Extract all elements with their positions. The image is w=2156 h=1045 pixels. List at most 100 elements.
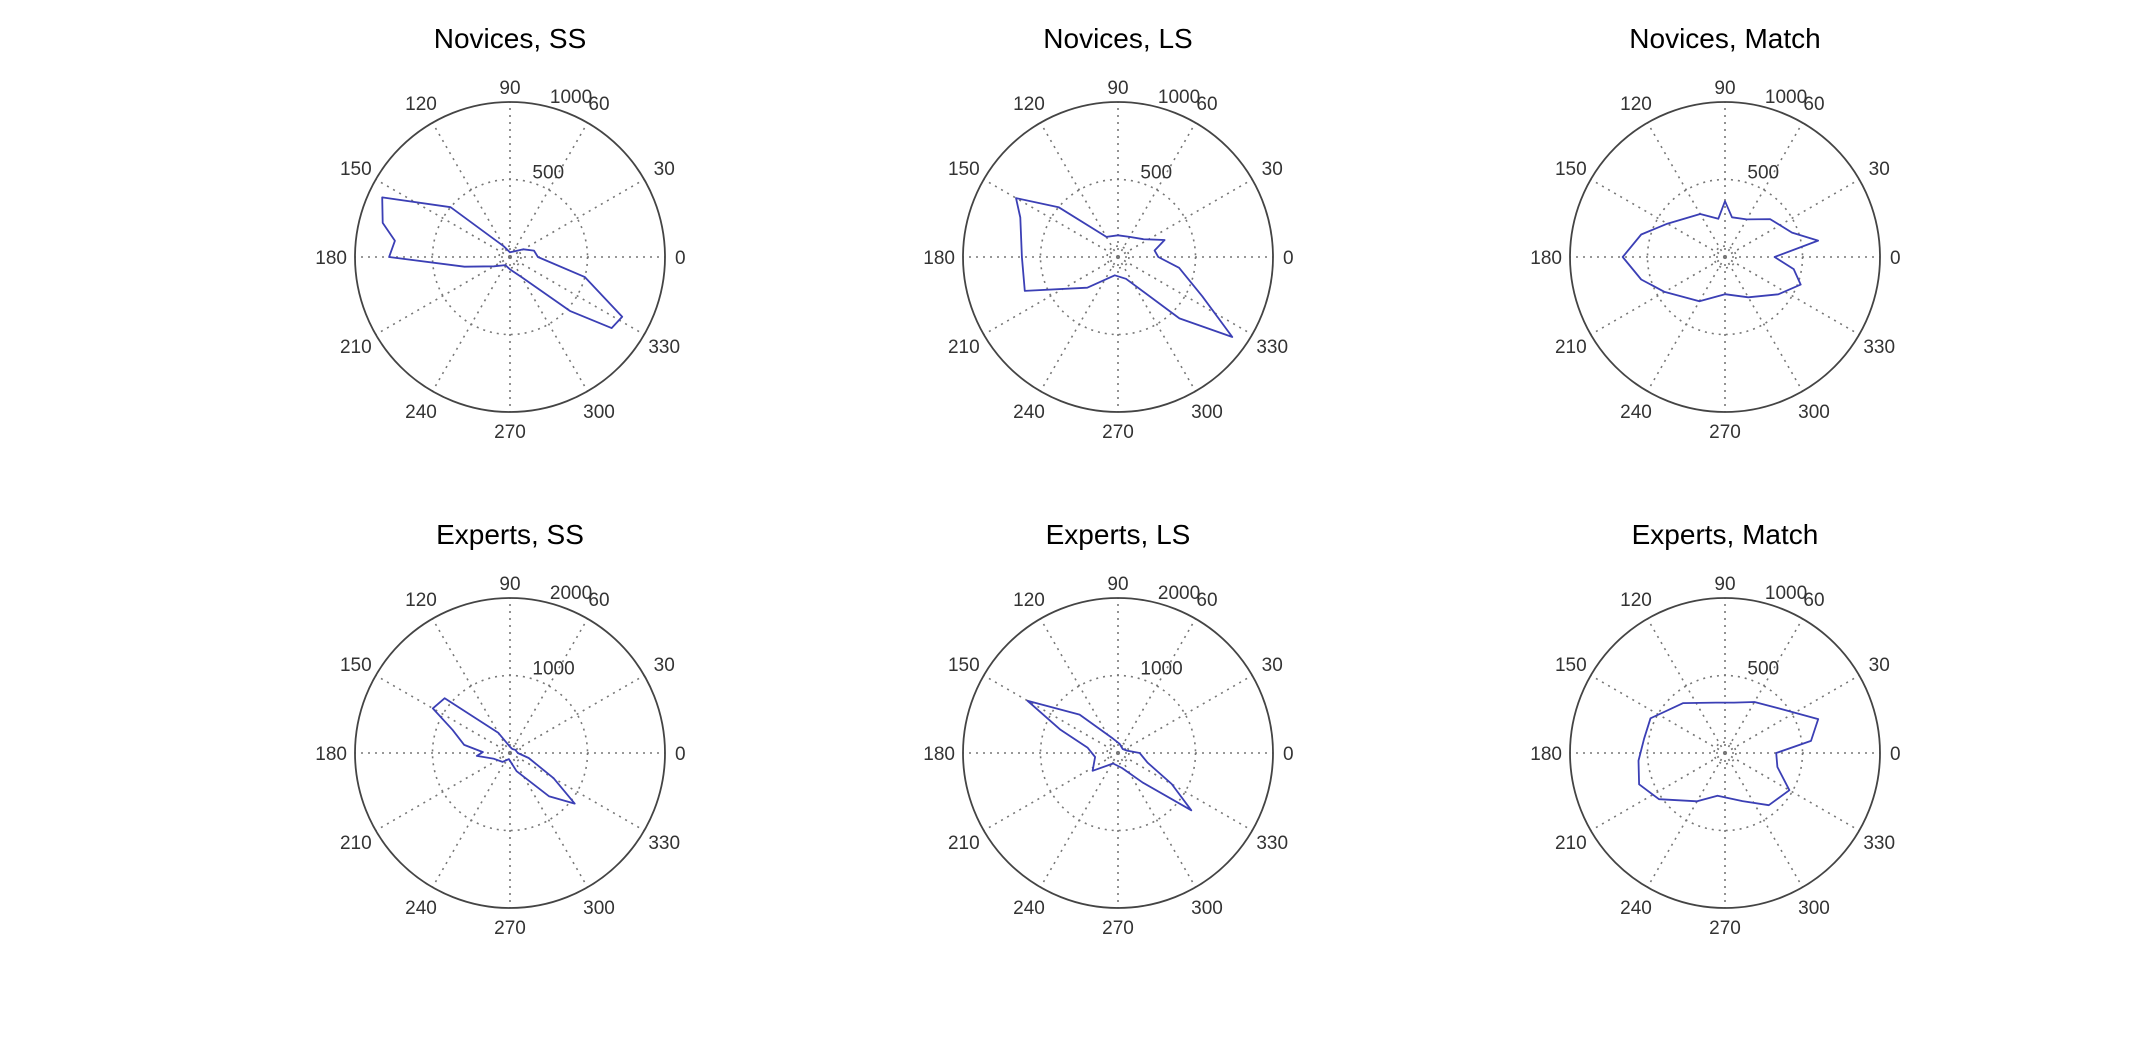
- angle-tick-label: 210: [948, 833, 980, 854]
- radial-gridline: [1724, 752, 1860, 832]
- angle-tick-label: 0: [675, 248, 686, 269]
- angle-tick-label: 30: [1869, 655, 1890, 676]
- angle-tick-label: 300: [1798, 402, 1830, 423]
- angle-tick-label: 240: [1013, 898, 1045, 919]
- polar-frame-circle: [1569, 101, 1881, 413]
- angle-tick-label: 330: [1256, 833, 1288, 854]
- angle-tick-label: 90: [1107, 78, 1128, 99]
- angle-tick-label: 90: [1714, 78, 1735, 99]
- radial-tick-label: 2000: [550, 583, 592, 604]
- panel-title: Novices, Match: [1629, 23, 1820, 54]
- angle-tick-label: 30: [1262, 655, 1283, 676]
- radial-tick-label: 500: [1140, 163, 1172, 184]
- polar-panel: Experts, LS 0 30 60 90 120 150 180 210 240 270 300 3…: [923, 519, 1293, 939]
- angle-tick-label: 300: [1798, 898, 1830, 919]
- angle-tick-label: 300: [583, 898, 615, 919]
- angle-tick-label: 210: [340, 337, 372, 358]
- panel-title: Experts, Match: [1632, 519, 1819, 550]
- radial-gridline: [1117, 674, 1253, 754]
- angle-tick-label: 90: [499, 78, 520, 99]
- angle-tick-label: 150: [1555, 655, 1587, 676]
- angle-tick-label: 60: [1196, 94, 1217, 115]
- polar-panel: Novices, SS 0 30 60 90 120 150 180 210 240 270 300 3…: [315, 23, 685, 443]
- angle-tick-label: 180: [923, 248, 955, 269]
- radial-gridline: [983, 178, 1119, 258]
- radial-gridline: [1590, 752, 1726, 832]
- angle-tick-label: 150: [948, 159, 980, 180]
- polar-frame-circle: [962, 101, 1274, 413]
- radial-gridline: [1724, 256, 1860, 336]
- angle-tick-label: 270: [1709, 918, 1741, 939]
- radial-gridline: [431, 122, 511, 258]
- angle-tick-label: 90: [1107, 574, 1128, 595]
- angle-tick-label: 0: [1890, 248, 1901, 269]
- angle-tick-label: 270: [494, 918, 526, 939]
- radial-gridline: [1590, 256, 1726, 336]
- angle-tick-label: 270: [1102, 422, 1134, 443]
- radial-tick-label: 2000: [1158, 583, 1200, 604]
- angle-tick-label: 0: [675, 744, 686, 765]
- radial-gridline: [375, 256, 511, 336]
- radial-tick-label: 1000: [550, 87, 592, 108]
- polar-frame-circle: [962, 597, 1274, 909]
- radial-gridline: [1039, 618, 1119, 754]
- angle-tick-label: 240: [405, 402, 437, 423]
- radial-gridline: [983, 256, 1119, 336]
- radial-ring: [1646, 674, 1804, 832]
- angle-tick-label: 30: [654, 655, 675, 676]
- angle-tick-label: 330: [648, 337, 680, 358]
- angle-tick-label: 120: [1620, 590, 1652, 611]
- angle-tick-label: 330: [1863, 337, 1895, 358]
- polar-frame-circle: [354, 101, 666, 413]
- angle-tick-label: 30: [1869, 159, 1890, 180]
- radial-gridline: [1724, 752, 1804, 888]
- radial-ring: [498, 245, 522, 269]
- panel-title: Novices, LS: [1043, 23, 1192, 54]
- radial-gridline: [1039, 122, 1119, 258]
- radial-gridline: [1117, 122, 1197, 258]
- angle-tick-label: 60: [1803, 590, 1824, 611]
- angle-tick-label: 120: [1620, 94, 1652, 115]
- angle-tick-label: 300: [1191, 898, 1223, 919]
- radial-ring: [1039, 178, 1197, 336]
- radial-tick-label: 1000: [1765, 87, 1807, 108]
- radial-gridline: [1724, 618, 1804, 754]
- radial-ring: [1106, 741, 1130, 765]
- angle-tick-label: 120: [1013, 94, 1045, 115]
- angle-tick-label: 240: [1620, 898, 1652, 919]
- radial-gridline: [983, 752, 1119, 832]
- radial-ring: [1646, 178, 1804, 336]
- panel-title: Experts, LS: [1046, 519, 1191, 550]
- angle-tick-label: 270: [494, 422, 526, 443]
- polar-panel: Novices, LS 0 30 60 90 120 150 180 210 240 270 300 3…: [923, 23, 1293, 443]
- radial-ring: [1039, 674, 1197, 832]
- angle-tick-label: 300: [583, 402, 615, 423]
- radial-gridline: [1724, 674, 1860, 754]
- angle-tick-label: 210: [948, 337, 980, 358]
- radial-gridline: [1646, 618, 1726, 754]
- polar-panel: Experts, SS 0 30 60 90 120 150 180 210 240 270 300 3…: [315, 519, 685, 939]
- angle-tick-label: 0: [1890, 744, 1901, 765]
- radial-tick-label: 1000: [1765, 583, 1807, 604]
- angle-tick-label: 90: [499, 574, 520, 595]
- radial-tick-label: 1000: [532, 659, 574, 680]
- radial-gridline: [1117, 752, 1197, 888]
- radial-ring: [431, 674, 589, 832]
- radial-gridline: [1117, 752, 1253, 832]
- angle-tick-label: 0: [1283, 744, 1294, 765]
- radial-gridline: [509, 674, 645, 754]
- polar-panel: Experts, Match 0 30 60 90 120 150 180 210 240 270 3…: [1530, 519, 1900, 939]
- radial-gridline: [509, 256, 589, 392]
- radial-tick-label: 500: [532, 163, 564, 184]
- angle-tick-label: 120: [405, 94, 437, 115]
- angle-tick-label: 210: [1555, 337, 1587, 358]
- radial-gridline: [509, 752, 589, 888]
- radial-gridline: [1117, 178, 1253, 258]
- radial-gridline: [509, 178, 645, 258]
- radial-gridline: [509, 122, 589, 258]
- radial-ring: [1713, 245, 1737, 269]
- angle-tick-label: 30: [654, 159, 675, 180]
- radial-gridline: [1724, 256, 1804, 392]
- radial-ring: [431, 178, 589, 336]
- polar-frame-circle: [354, 597, 666, 909]
